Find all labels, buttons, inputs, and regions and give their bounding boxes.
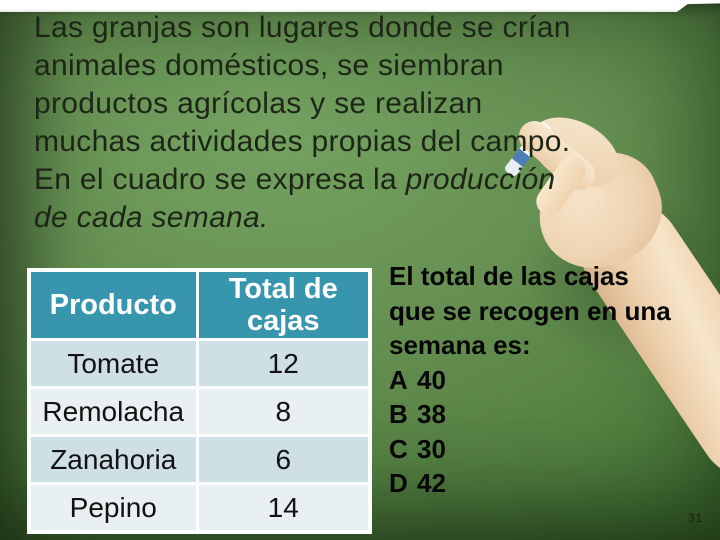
paragraph-line: de cada semana. — [34, 199, 674, 237]
option-letter: B — [389, 399, 408, 429]
question-prompt-line: semana es: — [389, 330, 531, 360]
paragraph-text: En el cuadro se expresa la — [34, 163, 406, 196]
paragraph-line: Las granjas son lugares donde se crían — [34, 9, 674, 47]
paragraph-italic-text: producción — [405, 163, 556, 196]
table-row: Tomate 12 — [27, 338, 372, 389]
column-header-total-de-cajas: Total de cajas — [195, 268, 372, 341]
board-top-frame — [0, 0, 720, 12]
paragraph-line: En el cuadro se expresa la producción — [34, 161, 674, 199]
table-row: Zanahoria 6 — [27, 434, 372, 485]
question-prompt-line: El total de las cajas — [389, 261, 629, 291]
paragraph-text: animales domésticos, se siembran — [34, 49, 504, 82]
paragraph-line: productos agrícolas y se realizan — [34, 85, 674, 123]
product-cell: Remolacha — [27, 386, 199, 437]
option-value: 30 — [417, 433, 446, 464]
option-value: 40 — [417, 364, 446, 395]
intro-paragraph: Las granjas son lugares donde se crían a… — [34, 9, 674, 237]
paragraph-text: productos agrícolas y se realizan — [34, 87, 483, 120]
paragraph-line: muchas actividades propias del campo. — [34, 123, 674, 161]
table-row: Remolacha 8 — [27, 386, 372, 437]
total-cell: 6 — [195, 434, 372, 485]
total-cell: 12 — [195, 338, 372, 389]
answer-option-b: B 38 — [389, 397, 709, 432]
option-value: 42 — [417, 468, 446, 498]
paragraph-italic-text: de cada semana. — [34, 201, 269, 234]
product-cell: Pepino — [27, 482, 199, 534]
product-cell: Zanahoria — [27, 434, 199, 485]
total-cell: 14 — [195, 482, 372, 534]
production-table: Producto Total de cajas Tomate 12 Remola… — [27, 268, 372, 534]
answer-option-c: C 30 — [389, 432, 709, 467]
paragraph-line: animales domésticos, se siembran — [34, 47, 674, 85]
page-number: 31 — [688, 511, 704, 525]
answer-option-a: A 40 — [389, 363, 709, 398]
product-cell: Tomate — [27, 338, 199, 389]
paragraph-text: muchas actividades propias del campo. — [34, 125, 571, 158]
table-header-row: Producto Total de cajas — [27, 268, 372, 341]
question-block: El total de las cajas que se recogen en … — [389, 259, 709, 501]
answer-option-d: D 42 — [389, 466, 709, 501]
column-header-producto: Producto — [27, 268, 199, 341]
option-letter: C — [389, 433, 408, 464]
option-letter: D — [389, 468, 408, 498]
table-row: Pepino 14 — [27, 482, 372, 534]
total-cell: 8 — [195, 386, 372, 437]
option-letter: A — [389, 364, 408, 395]
paragraph-text: Las granjas son lugares donde se crían — [34, 11, 571, 44]
question-prompt-line: que se recogen en una — [389, 295, 671, 326]
option-value: 38 — [417, 399, 446, 429]
